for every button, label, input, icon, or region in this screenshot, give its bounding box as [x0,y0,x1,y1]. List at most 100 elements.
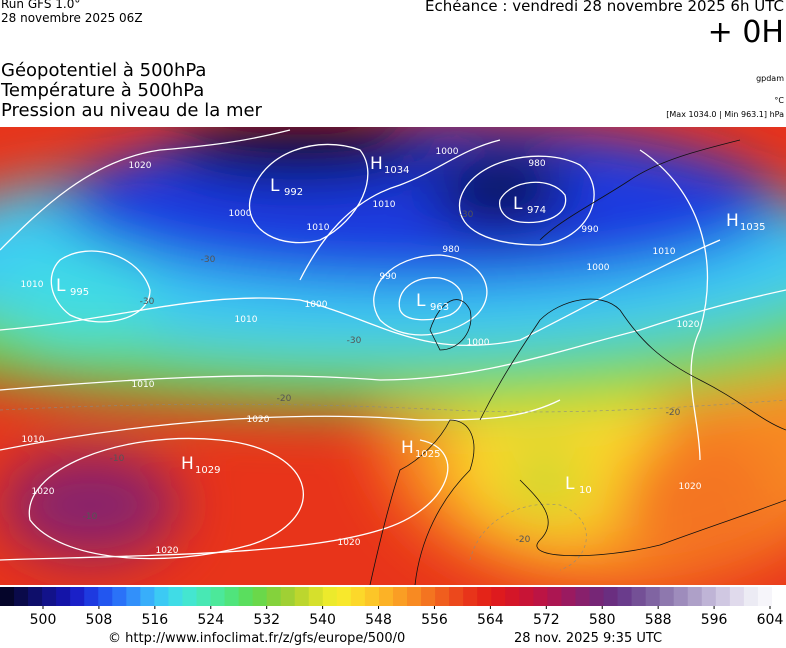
lead-time: + 0H [707,15,784,50]
colorbar-swatch [533,587,548,606]
isobar-label: 1010 [653,247,676,257]
isobar-label: 1010 [21,280,44,290]
isotherm-label: -10 [110,454,125,464]
colorbar-tick-label: 516 [141,612,168,628]
isobar-label: 1020 [247,415,270,425]
colorbar-tick-label: 564 [477,612,504,628]
colorbar-swatch [98,587,113,606]
pressure-center-value: 10 [579,485,592,496]
isobars [0,129,786,561]
colorbar-swatch [112,587,127,606]
isobar-label: 1020 [338,538,361,548]
colorbar-tick-label: 556 [421,612,448,628]
coastlines [369,139,786,585]
unit: gpdam [756,74,784,83]
pressure-center-letter: L [513,194,523,214]
isotherm-label: -20 [277,394,292,404]
colorbar-swatch [673,587,689,606]
colorbar-swatch [56,587,71,606]
colorbar-swatch [393,587,408,606]
colorbar-swatch [252,587,268,606]
pressure-center-value: 974 [527,205,546,216]
colorbar-swatch [28,587,43,606]
colorbar-tick-label: 540 [309,612,336,628]
source-url[interactable]: © http://www.infoclimat.fr/z/gfs/europe/… [108,631,406,646]
colorbar-swatch [70,587,85,606]
isotherm-label: -20 [666,408,681,418]
layer-title: Géopotentiel à 500hPa [1,60,207,81]
colorbar-swatch [729,587,745,606]
isobar-label: 1010 [235,315,258,325]
temperature-field [0,127,786,585]
colorbar-tick-label: 604 [757,612,784,628]
colorbar-tick-label: 508 [86,612,113,628]
isobar-label: 1020 [32,487,55,497]
layer-title: Pression au niveau de la mer [1,100,262,121]
colorbar-swatch [154,587,169,606]
colorbar-swatch [266,587,282,606]
pressure-center-value: 1034 [384,165,409,176]
colorbar-swatch [407,587,422,606]
isobar-label: 1010 [132,380,155,390]
pressure-center-value: 992 [284,187,303,198]
colorbar-swatch [350,587,366,606]
valid-time: Echéance : vendredi 28 novembre 2025 6h … [425,0,784,15]
pressure-center-letter: H [370,154,383,174]
pressure-center-value: 1025 [415,449,440,460]
colorbar-swatch [182,587,197,606]
colorbar-swatch [378,587,394,606]
isobar-label: 1010 [22,435,45,445]
colorbar-tick-label: 500 [30,612,57,628]
colorbar-swatch [659,587,675,606]
isobar-label: 1000 [467,338,490,348]
isotherm-label: -30 [459,210,474,220]
colorbar-swatch [364,587,380,606]
colorbar-tick-label: 580 [589,612,616,628]
isobar-label: 1020 [679,482,702,492]
pressure-center-letter: H [401,438,414,458]
isobar-label: 1000 [436,147,459,157]
colorbar-tick-label: 572 [533,612,560,628]
colorbar-swatch [14,587,29,606]
colorbar-swatch [238,587,254,606]
colorbar-swatch [715,587,731,606]
colorbar-swatch [771,587,786,606]
colorbar-swatch [575,587,590,606]
colorbar-swatch [645,587,661,606]
pressure-center-letter: H [181,454,194,474]
pressure-center-value: 963 [430,302,449,313]
run-label: Run GFS 1.0° [1,0,81,11]
pressure-center-letter: L [270,176,280,196]
isotherm-label: -20 [516,535,531,545]
colorbar-swatch [589,587,605,606]
colorbar-swatch [505,587,520,606]
pressure-center-letter: L [56,276,66,296]
colorbar-swatch [280,587,296,606]
isobar-label: 1020 [156,546,179,556]
colorbar-swatch [449,587,464,606]
colorbar-swatch [224,587,240,606]
colorbar-swatch [421,587,436,606]
pressure-center-letter: L [565,474,575,494]
colorbar-swatch [491,587,506,606]
colorbar-swatch [757,587,773,606]
colorbar-swatch [435,587,450,606]
isobar-label: 990 [379,272,396,282]
isobar-label: 1000 [587,263,610,273]
colorbar-swatch [140,587,155,606]
colorbar-swatch [561,587,576,606]
colorbar-swatch [617,587,633,606]
colorbar-tick-label: 548 [365,612,392,628]
colorbar-swatch [477,587,492,606]
isotherm-label: -30 [140,297,155,307]
colorbar-swatch [294,587,310,606]
isobar-label: 980 [528,159,545,169]
colorbar-swatch [743,587,759,606]
pressure-center-value: 1035 [740,222,765,233]
colorbar-swatch [126,587,141,606]
isobar-label: 1000 [305,300,328,310]
colorbar-tick-label: 596 [701,612,728,628]
colorbar-swatch [308,587,324,606]
isobar-label: 990 [581,225,598,235]
